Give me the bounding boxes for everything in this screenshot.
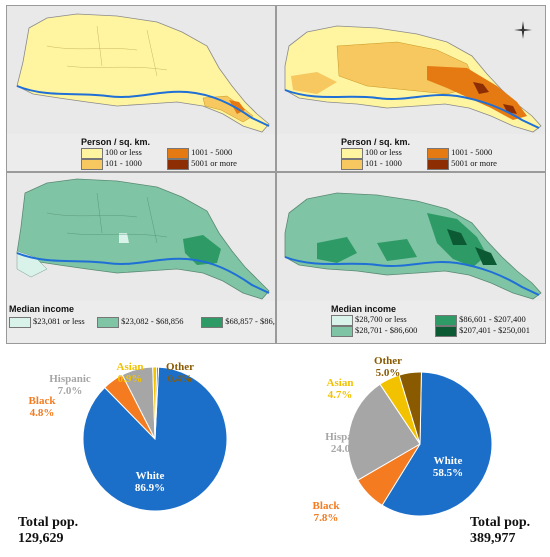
watershed-area xyxy=(284,192,542,300)
income-zone-low xyxy=(119,233,129,243)
legend-label: $23,081 or less xyxy=(33,316,85,326)
total-value: 129,629 xyxy=(18,531,64,546)
legend-swatch xyxy=(331,314,353,326)
legend-label: 100 or less xyxy=(365,147,402,157)
compass-icon xyxy=(514,21,532,39)
pie-label-name: White xyxy=(136,470,165,482)
watershed-area xyxy=(16,178,270,300)
legend-label: $207,401 - $250,001 xyxy=(459,325,530,335)
legend-label: 5001 or more xyxy=(191,158,237,168)
legend-swatch xyxy=(81,147,103,159)
legend-label: $68,857 - $86,564 xyxy=(225,316,275,326)
density-map-left xyxy=(7,6,275,134)
pie-label-value: 86.9% xyxy=(135,482,165,494)
river xyxy=(284,256,540,296)
income-zone-very-high xyxy=(447,229,497,265)
legend-swatch xyxy=(167,147,190,159)
legend-title: Person / sq. km. xyxy=(81,137,151,147)
legend-label: 1001 - 5000 xyxy=(191,147,233,157)
density-zone-medium xyxy=(291,72,337,94)
legend-swatch xyxy=(427,147,450,159)
legend-swatch xyxy=(81,158,103,170)
legend-swatch xyxy=(201,316,224,328)
legend-label: $23,082 - $68,856 xyxy=(121,316,184,326)
legend-title: Person / sq. km. xyxy=(341,137,411,147)
legend-label: $28,700 or less xyxy=(355,314,407,324)
pie-label-value: 4.8% xyxy=(30,407,55,419)
river xyxy=(284,89,540,129)
pie-label-value: 58.5% xyxy=(433,467,463,479)
legend-label: $28,701 - $86,600 xyxy=(355,325,418,335)
pie-slice-white xyxy=(381,371,493,517)
total-value: 389,977 xyxy=(470,531,516,546)
legend-swatch xyxy=(427,158,450,170)
income-legend-right: Median income $28,700 or less $86,601 - … xyxy=(331,304,530,337)
total-label: Total pop. xyxy=(18,515,79,530)
legend-swatch xyxy=(435,314,458,326)
income-map-panel-left: Median income $23,081 or less $23,082 - … xyxy=(6,172,276,344)
legend-swatch xyxy=(331,325,353,337)
density-map-panel-right: Person / sq. km. 100 or less 1001 - 5000… xyxy=(276,5,546,172)
legend-swatch xyxy=(167,158,190,170)
income-zone-low xyxy=(16,250,48,278)
income-legend-left: Median income $23,081 or less $23,082 - … xyxy=(9,304,275,328)
legend-swatch xyxy=(97,316,120,328)
income-zone-high xyxy=(183,235,221,265)
density-legend-right: Person / sq. km. 100 or less 1001 - 5000… xyxy=(341,137,497,170)
pie-slice-other xyxy=(398,371,422,445)
pie-label-name: Asian xyxy=(327,377,354,389)
pie-label-name: Hispanic xyxy=(325,431,367,443)
pie-slice-other xyxy=(154,366,160,440)
pie-label-name: White xyxy=(434,455,463,467)
pie-label-name: Other xyxy=(166,361,194,373)
legend-label: 101 - 1000 xyxy=(365,158,402,168)
pie-label-name: Black xyxy=(29,395,57,407)
pie-label-name: Hispanic xyxy=(49,373,91,385)
pie-label-name: Black xyxy=(313,500,341,512)
legend-swatch xyxy=(435,325,458,337)
legend-label: $86,601 - $207,400 xyxy=(459,314,526,324)
income-map-left xyxy=(7,173,275,301)
density-legend-left: Person / sq. km. 100 or less 1001 - 5000… xyxy=(81,137,237,170)
pie-label-name: Asian xyxy=(117,361,144,373)
total-population-left: Total pop. 129,629 xyxy=(18,515,78,547)
pie-label-value: 0.4% xyxy=(168,373,193,385)
legend-title: Median income xyxy=(9,304,75,314)
pie-label-name: Other xyxy=(374,355,402,367)
pie-label-value: 24.0% xyxy=(331,443,361,455)
pie-slice-hispanic xyxy=(347,383,421,481)
legend-label: 1001 - 5000 xyxy=(451,147,493,157)
density-zone-very-high xyxy=(473,82,517,114)
pie-label-value: 0.9% xyxy=(118,373,143,385)
river xyxy=(16,252,270,294)
pie-label-value: 7.8% xyxy=(314,512,339,524)
density-map-panel-left: Person / sq. km. 100 or less 1001 - 5000… xyxy=(6,5,276,172)
density-zone-high xyxy=(427,66,527,120)
pie-label-value: 4.7% xyxy=(328,389,353,401)
income-zone-high xyxy=(317,213,487,267)
density-zone-medium xyxy=(202,95,254,123)
legend-label: 5001 or more xyxy=(451,158,497,168)
legend-title: Median income xyxy=(331,304,397,314)
income-map-panel-right: Median income $28,700 or less $86,601 - … xyxy=(276,172,546,344)
pie-label-value: 7.0% xyxy=(58,385,83,397)
legend-label: 100 or less xyxy=(105,147,142,157)
total-label: Total pop. xyxy=(470,515,531,530)
legend-swatch xyxy=(341,147,363,159)
density-map-right xyxy=(277,6,545,134)
pie-label-value: 5.0% xyxy=(376,367,401,379)
legend-swatch xyxy=(9,316,31,328)
total-population-right: Total pop. 389,977 xyxy=(470,515,530,547)
river xyxy=(16,85,270,127)
legend-label: 101 - 1000 xyxy=(105,158,142,168)
legend-swatch xyxy=(341,158,363,170)
income-map-right xyxy=(277,173,545,301)
